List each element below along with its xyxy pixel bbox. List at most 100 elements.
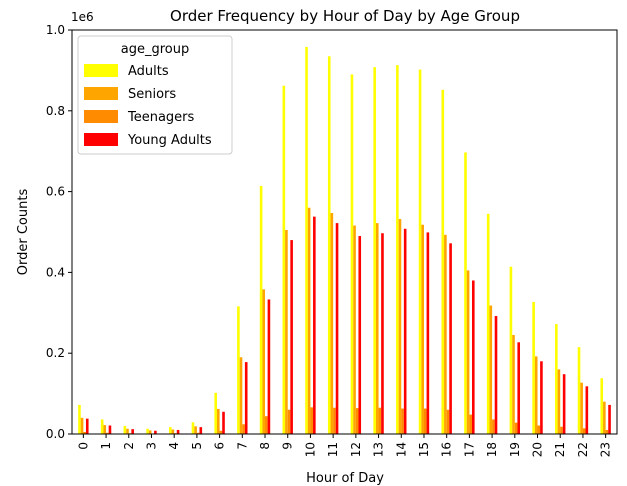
x-tick-label: 22 [576, 442, 590, 457]
bar-seniors-8 [262, 289, 266, 434]
bar-young-adults-8 [267, 299, 271, 434]
x-tick-label: 6 [213, 442, 227, 450]
bar-young-adults-20 [540, 361, 543, 434]
bar-young-adults-12 [358, 236, 362, 434]
y-scale-label: 1e6 [71, 10, 94, 24]
bar-adults-23 [600, 378, 604, 434]
bar-seniors-20 [534, 356, 538, 434]
x-tick-label: 13 [372, 442, 386, 457]
x-tick-label: 5 [190, 442, 204, 450]
bar-young-adults-0 [85, 418, 89, 434]
bar-teenagers-14 [401, 408, 404, 434]
bar-adults-9 [282, 85, 286, 434]
bar-adults-16 [441, 89, 445, 435]
bar-young-adults-16 [449, 243, 452, 434]
x-tick-label: 16 [440, 442, 454, 457]
bar-adults-20 [532, 301, 535, 434]
bar-adults-7 [237, 306, 240, 434]
bar-seniors-15 [421, 224, 424, 434]
bar-teenagers-22 [582, 428, 586, 434]
bar-seniors-7 [239, 357, 243, 434]
bar-seniors-21 [557, 369, 561, 434]
bar-adults-19 [509, 266, 513, 434]
bar-seniors-6 [217, 408, 220, 434]
x-tick-label: 20 [531, 442, 545, 457]
bar-young-adults-21 [562, 374, 566, 434]
y-tick-label: 0.4 [46, 265, 65, 279]
bar-seniors-22 [580, 382, 583, 434]
bars-group [78, 46, 611, 435]
x-tick-label: 21 [553, 442, 567, 457]
bar-young-adults-11 [335, 223, 339, 434]
bar-young-adults-14 [403, 228, 407, 434]
bar-seniors-18 [489, 305, 493, 434]
bar-seniors-12 [353, 225, 356, 434]
x-tick-label: 18 [485, 442, 499, 457]
bar-teenagers-10 [310, 407, 314, 434]
bar-young-adults-1 [108, 425, 112, 434]
legend: age_group Adults Seniors Teenagers Young Ad… [77, 35, 233, 155]
bar-young-adults-13 [381, 233, 384, 434]
y-tick-label: 0.8 [46, 104, 65, 118]
legend-swatch [84, 64, 118, 77]
legend-title: age_group [121, 42, 189, 57]
x-tick-label: 12 [349, 442, 363, 457]
bar-adults-10 [305, 46, 308, 435]
bar-adults-8 [259, 185, 263, 434]
bar-teenagers-8 [265, 416, 268, 434]
bar-young-adults-19 [517, 342, 521, 434]
bar-seniors-4 [171, 429, 175, 434]
bar-teenagers-15 [423, 408, 427, 434]
bar-seniors-16 [444, 234, 447, 434]
y-tick-label: 0.2 [46, 346, 65, 360]
bar-seniors-0 [80, 417, 84, 434]
bar-seniors-19 [512, 335, 515, 434]
bar-seniors-11 [330, 213, 334, 434]
bar-teenagers-23 [605, 429, 609, 434]
bar-teenagers-17 [469, 414, 472, 434]
x-tick-label: 17 [462, 442, 476, 457]
x-axis-label: Hour of Day [306, 471, 384, 486]
bar-seniors-10 [307, 207, 311, 434]
x-tick-label: 3 [144, 442, 158, 450]
x-tick-label: 8 [258, 442, 272, 450]
bar-teenagers-7 [242, 424, 245, 434]
y-tick-label: 0.6 [46, 185, 65, 199]
bar-teenagers-5 [196, 432, 200, 434]
bar-teenagers-9 [287, 409, 291, 434]
bar-adults-14 [396, 65, 399, 434]
bar-adults-12 [350, 74, 354, 434]
bar-adults-17 [464, 152, 467, 435]
x-tick-label: 11 [326, 442, 340, 457]
bar-young-adults-5 [199, 427, 203, 434]
y-tick-label: 1.0 [46, 23, 65, 37]
bar-seniors-1 [103, 425, 107, 434]
x-tick-label: 4 [167, 442, 181, 450]
bar-adults-5 [191, 422, 195, 434]
bar-seniors-9 [285, 229, 288, 434]
bar-adults-11 [327, 56, 331, 434]
plot-frame [71, 29, 618, 435]
bar-teenagers-18 [492, 419, 495, 434]
bar-adults-3 [146, 428, 149, 434]
bar-young-adults-23 [608, 404, 611, 434]
bar-teenagers-0 [83, 431, 86, 434]
bar-young-adults-4 [176, 429, 180, 434]
bar-adults-1 [100, 419, 104, 434]
y-axis: 0.0 0.2 0.4 0.6 0.8 1.0 [46, 23, 72, 441]
legend-label: Seniors [128, 87, 176, 102]
bar-adults-21 [555, 324, 558, 434]
x-tick-label: 15 [417, 442, 431, 457]
bar-adults-15 [418, 69, 422, 434]
bar-adults-18 [486, 213, 490, 434]
bar-adults-22 [577, 347, 581, 434]
bar-adults-4 [168, 427, 172, 434]
bar-adults-13 [373, 67, 376, 434]
x-tick-label: 0 [76, 442, 90, 450]
bar-young-adults-18 [494, 316, 498, 434]
bar-young-adults-15 [426, 232, 430, 434]
x-tick-label: 23 [599, 442, 613, 457]
bar-adults-0 [78, 404, 81, 434]
bar-young-adults-22 [585, 386, 589, 434]
